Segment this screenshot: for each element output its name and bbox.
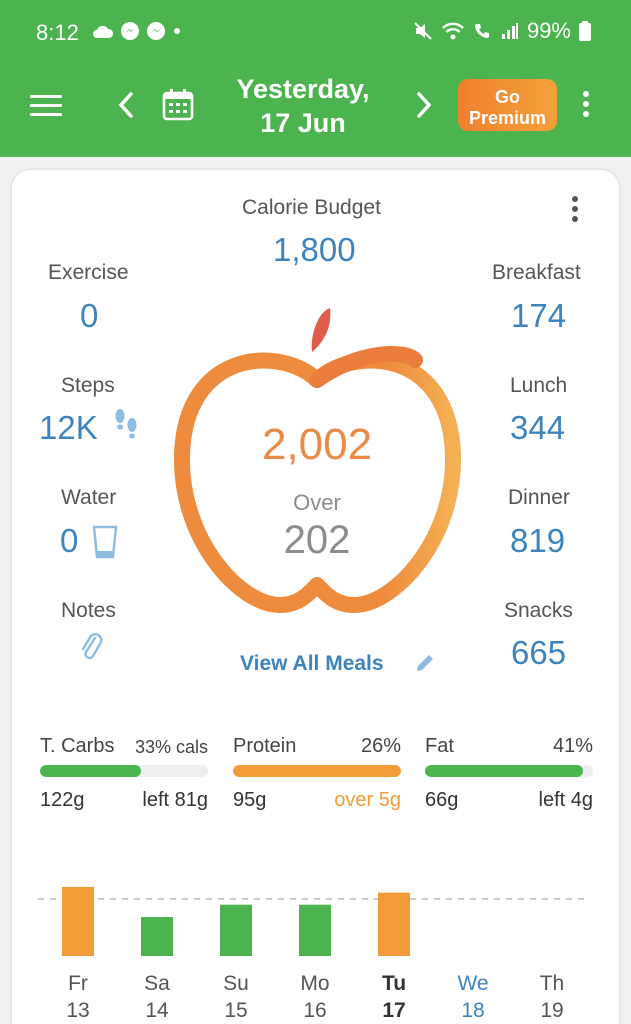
macro-2[interactable]: Fat 41% 66g left 4g [425,735,593,815]
macro-name: T. Carbs [40,735,115,757]
water-glass-icon[interactable] [92,525,118,559]
macro-progress-bar [233,765,401,777]
macro-progress-fill [40,765,141,777]
breakfast-label: Breakfast [492,261,581,284]
macro-progress-bar [425,765,593,777]
day-label[interactable]: We [457,972,488,995]
lunch-value[interactable]: 344 [510,409,566,446]
exercise-label: Exercise [48,261,129,284]
macro-percent: 41% [552,735,593,757]
battery-level: 99% [526,18,571,43]
bar-mo[interactable] [299,904,331,956]
steps-value[interactable]: 12K [39,409,98,446]
bar-sa[interactable] [141,917,173,956]
calories-consumed: 2,002 [261,420,373,469]
macro-progress-fill [233,765,401,777]
water-value[interactable]: 0 [60,522,79,559]
water-label: Water [61,486,117,509]
day-label[interactable]: Sa [144,972,170,995]
macro-remaining: left 4g [538,789,593,811]
status-time: 8:12 [36,20,79,45]
next-day-icon[interactable] [412,90,436,120]
card-options-icon[interactable] [571,196,579,226]
view-all-meals-link[interactable]: View All Meals [240,652,384,675]
date-label[interactable]: 19 [540,999,563,1022]
macro-progress-bar [40,765,208,777]
breakfast-value[interactable]: 174 [511,297,567,334]
macro-percent: 33% cals [134,737,208,757]
notes-label: Notes [61,599,116,622]
premium-line-1: Go [495,86,520,107]
menu-icon[interactable] [30,95,62,117]
day-label[interactable]: Su [223,972,249,995]
lunch-label: Lunch [510,374,568,397]
macro-grams: 95g [233,789,267,811]
dinner-label: Dinner [508,486,570,509]
system-icons: 99% [413,18,591,44]
notification-icons [92,21,182,41]
macro-0[interactable]: T. Carbs 33% cals 122g left 81g [40,735,208,815]
battery-icon [579,21,591,41]
premium-line-2: Premium [468,107,547,128]
date-line-2: 17 Jun [260,108,346,138]
paperclip-icon[interactable] [79,630,103,662]
day-label[interactable]: Tu [382,972,406,995]
previous-day-icon[interactable] [114,90,138,120]
cloud-icon [93,25,114,38]
day-label[interactable]: Th [540,972,565,995]
macro-percent: 26% [360,735,401,757]
app-header: 8:12 99% Yesterday, 17 Jun Go Premium [0,0,631,157]
selected-date[interactable]: Yesterday, 17 Jun [210,72,396,140]
steps-label: Steps [61,374,115,397]
date-label[interactable]: 16 [303,999,326,1022]
calendar-icon[interactable] [161,87,195,121]
date-label[interactable]: 13 [66,999,89,1022]
apple-stem [311,308,331,352]
macro-name: Fat [425,735,454,757]
date-label[interactable]: 15 [224,999,247,1022]
macro-progress-fill [425,765,583,777]
edit-pencil-icon[interactable] [414,652,436,674]
calorie-apple-ring [173,308,462,613]
bar-su[interactable] [220,904,252,956]
bar-tu[interactable] [378,892,410,956]
more-options-icon[interactable] [582,91,590,119]
weekly-calorie-chart: Fr 13 Sa 14 Su 15 Mo 16 Tu 17 We 18 Th 19 [38,886,590,1022]
messenger-icon [121,22,139,40]
status-bar: 8:12 99% [0,0,631,66]
snacks-label: Snacks [504,599,573,622]
over-label: Over [293,490,341,515]
date-label[interactable]: 17 [382,999,405,1022]
calorie-budget-value[interactable]: 1,800 [273,231,356,268]
messenger-icon [147,22,165,40]
macro-grams: 122g [40,789,85,811]
day-label[interactable]: Fr [68,972,88,995]
date-label[interactable]: 18 [461,999,484,1022]
footsteps-icon [115,409,137,439]
mute-icon [414,22,432,40]
calorie-budget-label: Calorie Budget [242,196,381,219]
date-label[interactable]: 14 [145,999,169,1022]
bar-fr[interactable] [62,886,94,956]
macro-name: Protein [233,735,297,757]
day-label[interactable]: Mo [300,972,329,995]
date-line-1: Yesterday, [236,74,370,104]
dinner-value[interactable]: 819 [510,522,566,559]
signal-icon [501,23,518,39]
calories-over: 202 [283,518,351,562]
go-premium-button[interactable]: Go Premium [458,79,557,131]
dot-icon [174,28,180,34]
wifi-icon [442,22,464,40]
exercise-value[interactable]: 0 [80,297,99,334]
macro-1[interactable]: Protein 26% 95g over 5g [233,735,401,815]
macro-remaining: over 5g [334,789,401,811]
macro-remaining: left 81g [142,789,208,811]
snacks-value[interactable]: 665 [511,634,567,671]
wifi-call-icon [474,24,489,38]
macro-grams: 66g [425,789,459,811]
